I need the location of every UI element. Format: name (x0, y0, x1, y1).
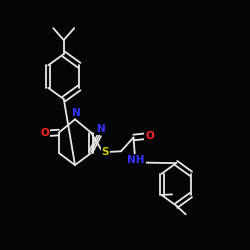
Text: O: O (145, 131, 154, 141)
Text: N: N (96, 124, 105, 134)
Text: NH: NH (127, 155, 145, 165)
Text: N: N (72, 108, 80, 118)
Text: S: S (102, 147, 109, 157)
Text: O: O (41, 128, 50, 138)
